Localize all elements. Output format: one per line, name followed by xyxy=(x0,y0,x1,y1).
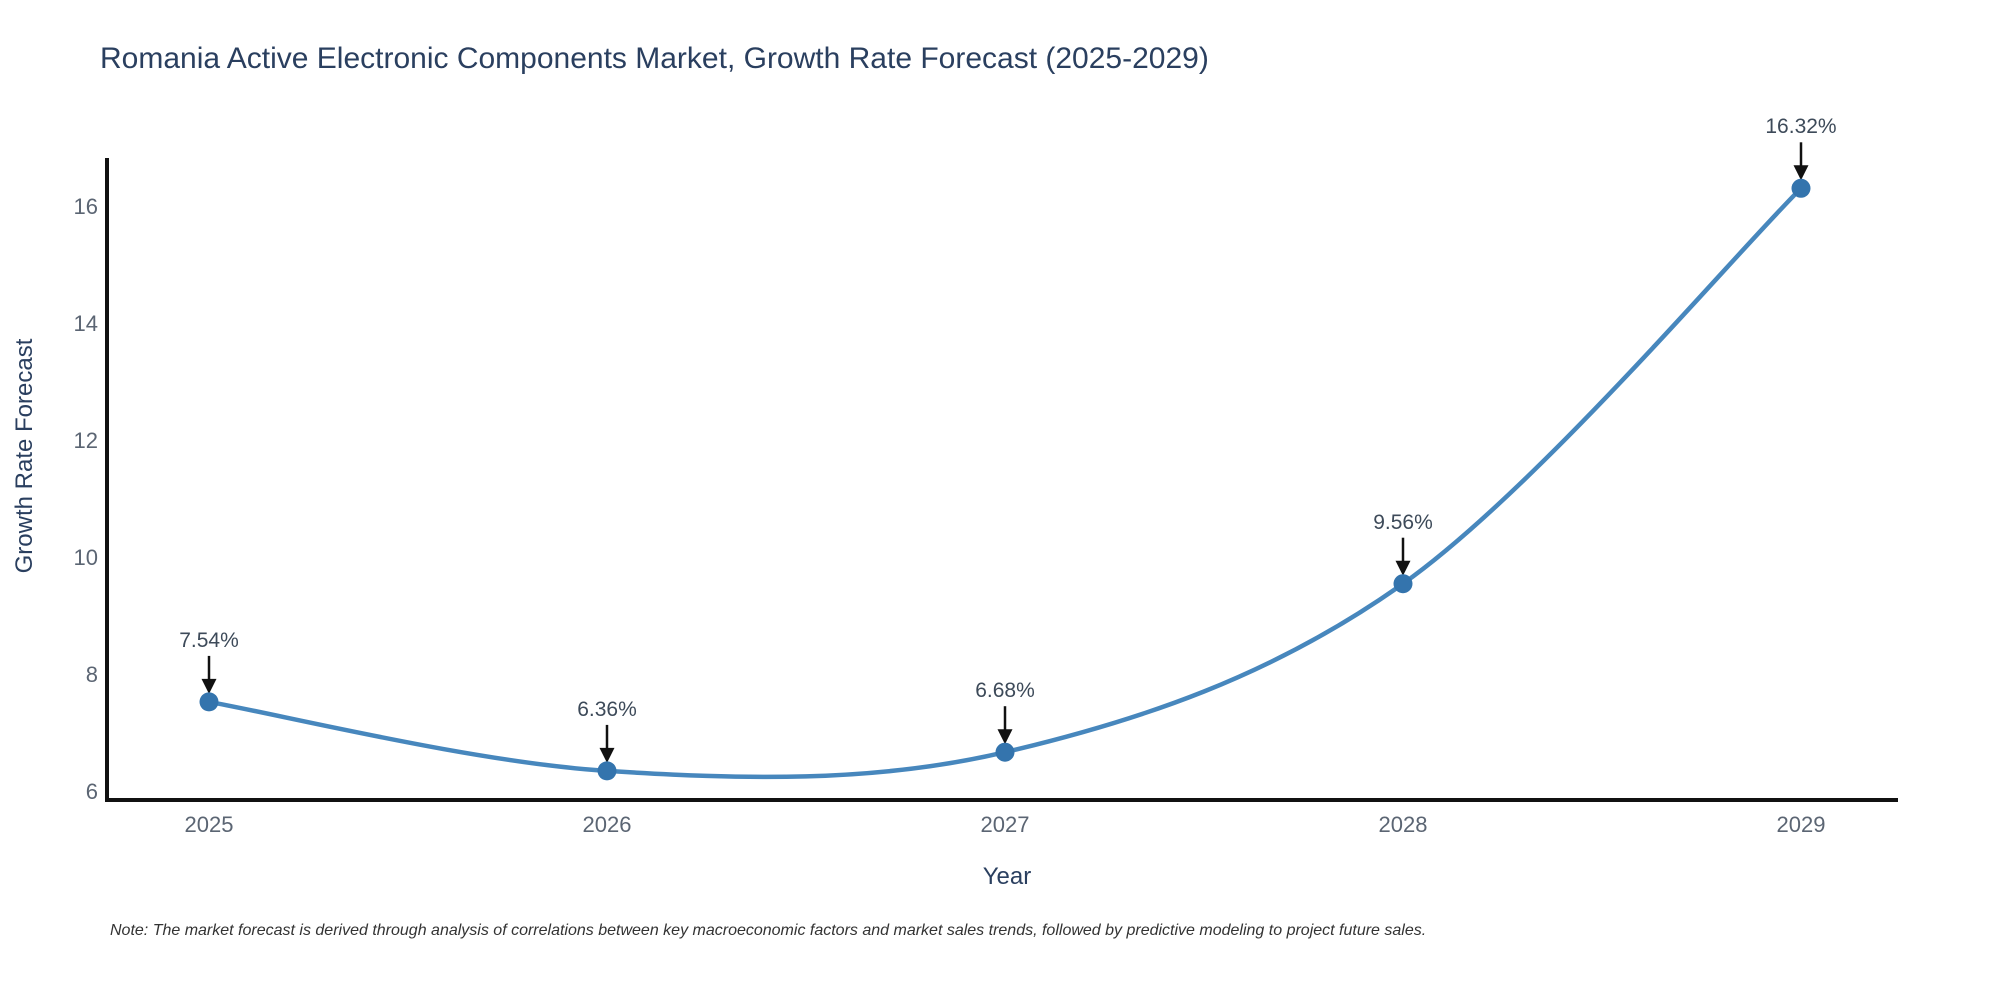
data-point-marker xyxy=(1393,574,1413,594)
y-tick-label: 6 xyxy=(85,779,98,804)
y-tick-label: 8 xyxy=(85,662,98,687)
y-tick-label: 12 xyxy=(73,428,98,453)
annotation-arrowhead xyxy=(1793,165,1809,181)
y-tick-label: 16 xyxy=(73,194,98,219)
x-tick-label: 2026 xyxy=(582,812,632,837)
footnote: Note: The market forecast is derived thr… xyxy=(110,922,1427,939)
data-point-marker xyxy=(995,742,1015,762)
point-annotation: 16.32% xyxy=(1765,115,1837,138)
point-annotation: 6.68% xyxy=(975,679,1035,702)
data-point-marker xyxy=(1791,178,1811,198)
annotation-arrowhead xyxy=(997,729,1013,745)
x-tick-label: 2028 xyxy=(1378,812,1428,837)
data-point-marker xyxy=(199,692,219,712)
annotation-arrowhead xyxy=(599,747,615,763)
point-annotation: 9.56% xyxy=(1373,511,1433,534)
x-axis-label: Year xyxy=(982,863,1032,890)
y-tick-label: 10 xyxy=(73,545,98,570)
x-tick-label: 2027 xyxy=(980,812,1030,837)
data-point-marker xyxy=(597,761,617,781)
chart-title: Romania Active Electronic Components Mar… xyxy=(100,42,1209,75)
annotation-arrowhead xyxy=(1395,560,1411,576)
x-tick-label: 2029 xyxy=(1776,812,1826,837)
point-annotation: 6.36% xyxy=(577,698,637,721)
y-tick-label: 14 xyxy=(73,311,98,336)
trend-line xyxy=(206,186,1804,780)
point-annotation: 7.54% xyxy=(179,629,239,652)
annotation-arrowhead xyxy=(201,678,217,694)
x-tick-label: 2025 xyxy=(184,812,234,837)
